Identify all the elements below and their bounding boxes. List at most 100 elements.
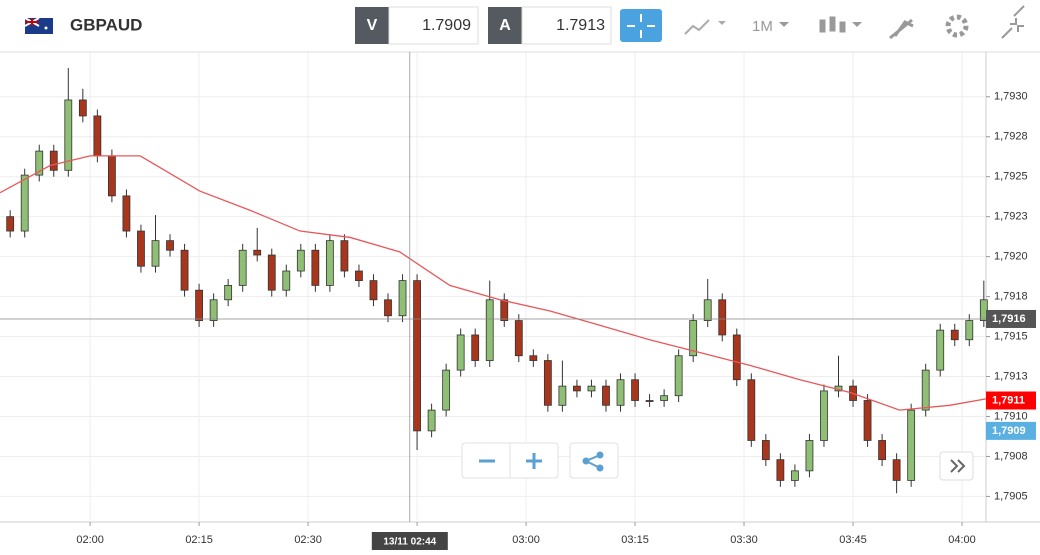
y-tick-label: 1,7930	[994, 91, 1028, 103]
candle-body	[587, 385, 596, 392]
x-tick-label: 03:45	[839, 534, 867, 546]
chart-type-button[interactable]	[684, 19, 726, 35]
candle-body	[209, 299, 218, 321]
candle-body	[456, 334, 465, 371]
candle-body	[93, 115, 102, 157]
y-tick-label: 1,7925	[994, 171, 1028, 183]
candle-body	[936, 329, 945, 371]
x-tick-label: 02:30	[294, 534, 322, 546]
y-tick-label: 1,7928	[994, 131, 1028, 143]
bid-box[interactable]	[388, 6, 479, 45]
candle-body	[573, 385, 581, 392]
zoom-buttons[interactable]	[461, 442, 559, 479]
candle-body	[602, 385, 610, 406]
candle-body	[718, 299, 727, 336]
marks	[0, 67, 988, 494]
y-tick-label: 1,7915	[994, 330, 1028, 342]
y-tick-label: 1,7908	[994, 450, 1028, 462]
candle-body	[78, 99, 87, 117]
interval-arrow	[779, 22, 789, 27]
y-tick-label: 1,7905	[994, 490, 1028, 502]
candle-body	[863, 400, 872, 441]
candle-body	[674, 355, 683, 397]
candle-body	[791, 470, 799, 481]
candle-body	[384, 299, 392, 317]
candle-body	[195, 289, 203, 321]
symbol: GBPAUD	[70, 15, 142, 34]
candle-body	[398, 280, 407, 317]
candle-body	[253, 249, 262, 256]
candle-body	[282, 270, 291, 291]
candle-body	[166, 240, 174, 251]
candle-body	[485, 299, 494, 361]
y-tick-label: 1,7920	[994, 251, 1028, 263]
y-tick-label: 1,7913	[994, 370, 1028, 382]
x-tick-label: 04:00	[948, 534, 976, 546]
bid-tag: V	[367, 17, 378, 34]
candle-body	[500, 299, 509, 321]
candle-body	[805, 440, 814, 472]
candle-body	[137, 230, 145, 267]
crosshair-x-label: 13/11 02:44	[383, 537, 436, 548]
candle-body	[35, 150, 44, 176]
candle-body	[6, 216, 15, 232]
crosshair-button[interactable]	[620, 9, 662, 42]
x-tick-label: 02:00	[76, 534, 104, 546]
candle-body	[151, 240, 160, 267]
candle-body	[49, 150, 58, 171]
price-label: 1,7911	[992, 394, 1025, 406]
y-tick-label: 1,7910	[994, 410, 1028, 422]
candle-body	[514, 320, 523, 357]
candle-body	[64, 99, 73, 171]
candle-body	[529, 355, 538, 361]
candle-body	[355, 270, 363, 282]
ask-tag-box	[488, 7, 522, 44]
candle-body	[558, 385, 567, 406]
x-tick-label: 03:00	[512, 534, 540, 546]
candle-body	[296, 249, 305, 272]
crosshair-y-box	[986, 309, 1036, 328]
price-label-box	[986, 391, 1036, 410]
candle-body	[340, 240, 349, 272]
candle-body	[325, 240, 334, 286]
candle-button[interactable]	[819, 16, 862, 33]
candle-body	[107, 155, 116, 197]
candle-body	[776, 459, 785, 481]
price-label: 1,7909	[992, 425, 1026, 437]
bid-tag-box	[355, 7, 389, 44]
candle-body	[267, 254, 276, 291]
y-tick-label: 1,7923	[994, 211, 1028, 223]
candle-body	[892, 459, 901, 481]
draw-button[interactable]	[889, 18, 914, 40]
candle-body	[761, 440, 770, 461]
x-tick-label: 03:15	[621, 534, 649, 546]
x-tick-label: 02:15	[185, 534, 213, 546]
x-tick-label: 03:30	[730, 534, 758, 546]
candle-body	[180, 249, 189, 291]
ask-box[interactable]	[521, 6, 612, 45]
candle-body	[311, 249, 320, 286]
y-tick-label: 1,7918	[994, 290, 1028, 302]
candle-body	[878, 440, 886, 461]
candle-body	[20, 174, 29, 232]
candle-body	[660, 395, 669, 401]
candle-body	[921, 369, 930, 411]
scroll-button[interactable]	[939, 451, 974, 481]
candle-body	[413, 280, 421, 432]
flag	[24, 17, 53, 34]
candle-body	[703, 299, 712, 321]
candle-body	[732, 334, 741, 381]
moving-average	[0, 155, 987, 411]
candle-body	[238, 249, 247, 286]
ask: 1.7913	[556, 17, 605, 34]
candle-body	[965, 320, 974, 341]
ask-tag: A	[499, 17, 511, 34]
collapse-button[interactable]	[1001, 5, 1025, 39]
candle-body	[224, 285, 233, 301]
candle-body	[427, 409, 436, 432]
interval[interactable]: 1M	[752, 18, 773, 35]
share-button[interactable]	[569, 442, 619, 479]
settings-button[interactable]	[945, 14, 969, 38]
bid: 1.7909	[422, 17, 471, 34]
